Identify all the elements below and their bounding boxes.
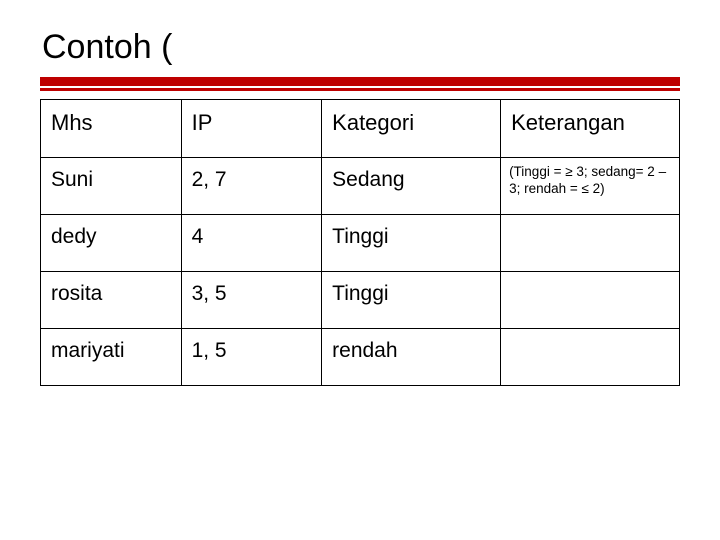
col-kategori: Kategori <box>322 100 501 158</box>
cell-mhs: Suni <box>41 158 182 215</box>
cell-ip: 3, 5 <box>181 272 322 329</box>
cell-kategori: Sedang <box>322 158 501 215</box>
cell-ip: 4 <box>181 215 322 272</box>
cell-mhs: dedy <box>41 215 182 272</box>
data-table: Mhs IP Kategori Keterangan Suni 2, 7 Sed… <box>40 99 680 386</box>
title-rule <box>40 77 680 91</box>
cell-kategori: Tinggi <box>322 215 501 272</box>
cell-keterangan <box>501 215 680 272</box>
cell-mhs: rosita <box>41 272 182 329</box>
cell-keterangan-note: (Tinggi = ≥ 3; sedang= 2 – 3; rendah = ≤… <box>501 158 680 215</box>
cell-mhs: mariyati <box>41 329 182 386</box>
table-row: rosita 3, 5 Tinggi <box>41 272 680 329</box>
cell-ip: 2, 7 <box>181 158 322 215</box>
cell-keterangan <box>501 329 680 386</box>
col-keterangan: Keterangan <box>501 100 680 158</box>
cell-keterangan <box>501 272 680 329</box>
slide-title: Contoh ( <box>42 28 680 67</box>
cell-kategori: Tinggi <box>322 272 501 329</box>
table-row: dedy 4 Tinggi <box>41 215 680 272</box>
col-mhs: Mhs <box>41 100 182 158</box>
table-row: Suni 2, 7 Sedang (Tinggi = ≥ 3; sedang= … <box>41 158 680 215</box>
table-row: mariyati 1, 5 rendah <box>41 329 680 386</box>
table-header-row: Mhs IP Kategori Keterangan <box>41 100 680 158</box>
cell-ip: 1, 5 <box>181 329 322 386</box>
col-ip: IP <box>181 100 322 158</box>
cell-kategori: rendah <box>322 329 501 386</box>
